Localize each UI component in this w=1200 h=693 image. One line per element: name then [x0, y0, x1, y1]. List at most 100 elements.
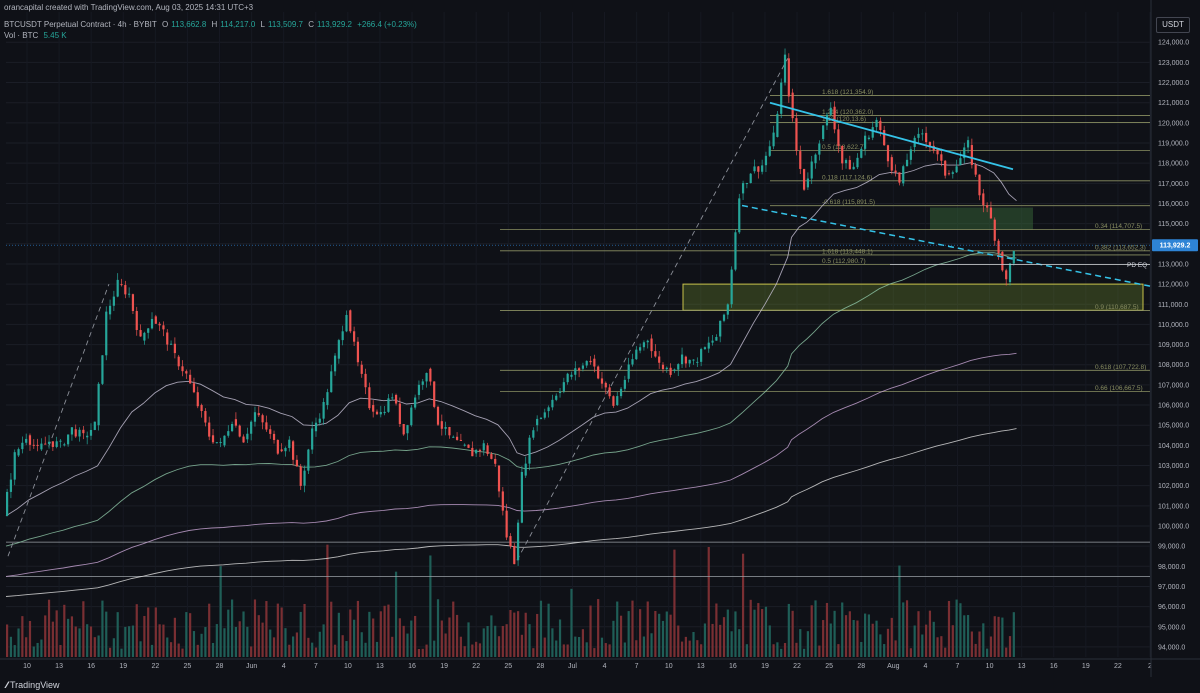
candle-body[interactable]: [917, 133, 920, 138]
candle-body[interactable]: [818, 143, 821, 155]
candle-body[interactable]: [616, 396, 619, 406]
candle-body[interactable]: [486, 445, 489, 455]
candle-body[interactable]: [272, 433, 276, 441]
candle-body[interactable]: [959, 158, 962, 166]
candle-body[interactable]: [829, 107, 832, 115]
candle-body[interactable]: [879, 120, 882, 131]
candle-body[interactable]: [330, 371, 333, 393]
candle-body[interactable]: [436, 406, 440, 425]
current-price-tag[interactable]: [1152, 239, 1198, 252]
candle-body[interactable]: [120, 284, 123, 286]
candle-body[interactable]: [82, 429, 85, 434]
candle-body[interactable]: [543, 412, 546, 418]
candle-body[interactable]: [63, 444, 66, 446]
candle-body[interactable]: [375, 411, 379, 415]
candle-body[interactable]: [802, 168, 806, 190]
candle-body[interactable]: [741, 183, 745, 194]
candle-body[interactable]: [516, 522, 520, 561]
candle-body[interactable]: [448, 427, 451, 436]
candle-body[interactable]: [886, 145, 890, 162]
candle-body[interactable]: [806, 178, 809, 188]
candle-body[interactable]: [738, 198, 741, 233]
candle-body[interactable]: [59, 440, 62, 442]
candle-body[interactable]: [673, 369, 676, 371]
candle-body[interactable]: [13, 452, 16, 480]
candle-body[interactable]: [154, 316, 157, 324]
candle-body[interactable]: [227, 431, 230, 436]
candle-body[interactable]: [726, 304, 729, 315]
candle-body[interactable]: [722, 314, 726, 321]
candle-body[interactable]: [1012, 251, 1015, 264]
candle-body[interactable]: [501, 491, 504, 511]
candle-body[interactable]: [558, 391, 562, 393]
candle-body[interactable]: [921, 133, 924, 135]
candle-body[interactable]: [467, 444, 470, 448]
candle-body[interactable]: [166, 332, 169, 345]
candle-body[interactable]: [715, 337, 718, 341]
candle-body[interactable]: [619, 388, 623, 397]
candle-body[interactable]: [116, 279, 119, 297]
candle-body[interactable]: [711, 340, 714, 343]
swing-projection-line[interactable]: [7, 283, 110, 557]
candle-body[interactable]: [944, 160, 947, 176]
candle-body[interactable]: [482, 443, 485, 451]
candle-body[interactable]: [478, 449, 482, 451]
candle-body[interactable]: [490, 454, 493, 459]
candle-body[interactable]: [322, 402, 325, 419]
candle-body[interactable]: [276, 440, 279, 454]
candle-body[interactable]: [238, 425, 241, 437]
candle-body[interactable]: [791, 92, 794, 119]
candle-body[interactable]: [131, 294, 135, 312]
candle-body[interactable]: [814, 154, 817, 164]
candle-body[interactable]: [284, 447, 287, 452]
candle-body[interactable]: [211, 435, 215, 443]
demand-zone[interactable]: [682, 283, 1144, 311]
candle-body[interactable]: [631, 359, 634, 365]
candle-body[interactable]: [680, 354, 684, 365]
candle-body[interactable]: [242, 436, 245, 443]
candle-body[interactable]: [368, 387, 371, 409]
candle-body[interactable]: [78, 429, 81, 437]
candle-body[interactable]: [623, 379, 626, 389]
candle-body[interactable]: [471, 447, 474, 457]
candle-body[interactable]: [253, 412, 257, 422]
candle-body[interactable]: [700, 349, 703, 362]
candle-body[interactable]: [379, 412, 382, 415]
candle-body[interactable]: [841, 145, 844, 164]
symbol-name[interactable]: BTCUSDT Perpetual Contract · 4h · BYBIT: [4, 20, 157, 29]
supply-zone[interactable]: [930, 207, 1033, 230]
candle-body[interactable]: [665, 367, 668, 370]
candle-body[interactable]: [311, 428, 314, 450]
candle-body[interactable]: [867, 137, 871, 139]
candle-body[interactable]: [295, 459, 299, 467]
candle-body[interactable]: [608, 387, 611, 397]
candle-body[interactable]: [986, 205, 989, 208]
candle-body[interactable]: [928, 142, 932, 146]
candle-body[interactable]: [459, 439, 462, 441]
candle-body[interactable]: [356, 341, 360, 363]
candle-body[interactable]: [654, 351, 657, 357]
candle-body[interactable]: [947, 173, 951, 175]
candle-body[interactable]: [223, 435, 226, 446]
candle-body[interactable]: [417, 384, 421, 395]
candle-body[interactable]: [757, 166, 760, 172]
candle-body[interactable]: [578, 368, 581, 371]
candle-body[interactable]: [581, 365, 585, 369]
candle-body[interactable]: [147, 328, 150, 333]
candle-body[interactable]: [17, 449, 20, 456]
candle-body[interactable]: [963, 147, 966, 159]
candle-body[interactable]: [833, 106, 836, 130]
candle-body[interactable]: [150, 318, 154, 329]
candle-body[interactable]: [909, 149, 912, 160]
candle-body[interactable]: [47, 441, 51, 444]
candle-body[interactable]: [1008, 263, 1012, 283]
candle-body[interactable]: [574, 368, 577, 375]
candle-body[interactable]: [753, 166, 756, 172]
candle-body[interactable]: [810, 161, 813, 179]
candle-body[interactable]: [440, 421, 443, 429]
candle-body[interactable]: [387, 398, 390, 412]
candle-body[interactable]: [139, 330, 142, 337]
candle-body[interactable]: [452, 436, 455, 438]
candle-body[interactable]: [661, 364, 665, 370]
price-chart-svg[interactable]: 124,000.0 123,000.0 122,000.0 121,000.0 120,…: [0, 0, 1200, 677]
